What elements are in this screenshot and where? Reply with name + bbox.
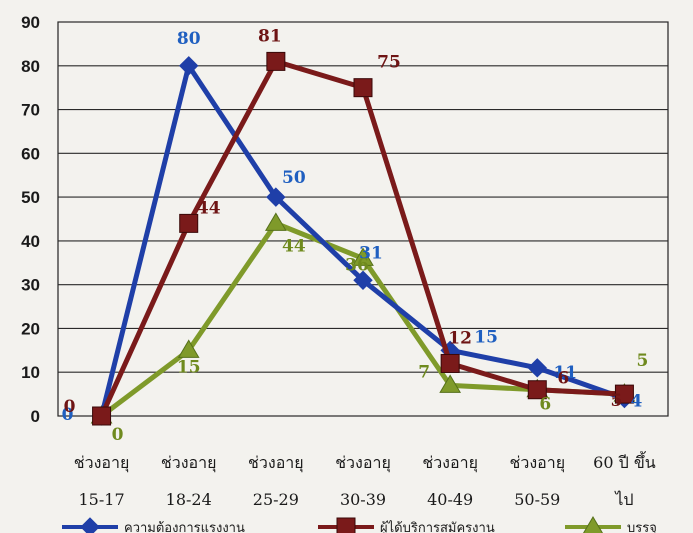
series-1-point-6 (614, 384, 634, 404)
legend-label-0: ความต้องการแรงงาน (124, 521, 245, 533)
series-2-data-label-4: 7 (418, 362, 430, 382)
series-1-point-5 (527, 380, 547, 400)
y-tick-label-50: 50 (21, 188, 40, 207)
series-2-data-label-0: 0 (112, 425, 124, 445)
legend-label-1: ผู้ได้บริการสมัครงาน (380, 520, 495, 533)
series-0-data-label-1: 80 (177, 29, 201, 49)
series-2-data-label-6: 5 (637, 351, 649, 371)
series-1-data-label-1: 44 (197, 198, 221, 218)
series-0-data-label-0: 0 (62, 405, 74, 425)
x-tick-label-3-line2: 30-39 (340, 490, 386, 509)
series-2-point-4 (439, 374, 462, 393)
y-tick-label-60: 60 (21, 144, 40, 163)
legend-marker-1 (336, 517, 356, 533)
x-tick-label-6-line2: ไป (613, 490, 633, 509)
y-tick-label-20: 20 (21, 319, 40, 338)
series-0-point-5 (527, 358, 547, 378)
y-tick-label-70: 70 (21, 101, 40, 120)
legend-marker-0 (80, 517, 100, 533)
x-tick-label-0-line2: 15-17 (79, 490, 125, 509)
series-2-point-3 (352, 247, 374, 266)
series-2-data-label-5: 6 (539, 395, 551, 415)
series-2-data-label-2: 44 (282, 236, 306, 256)
series-1-data-label-2: 81 (258, 26, 282, 46)
x-tick-label-1-line2: 18-24 (166, 490, 212, 509)
x-tick-label-6-line1: 60 ปี ขึ้น (593, 451, 656, 472)
series-0-data-label-6: 4 (631, 391, 643, 411)
legend-label-2: บรรจุ (627, 521, 657, 533)
x-tick-label-2-line1: ช่วงอายุ (248, 453, 304, 473)
y-tick-label-40: 40 (21, 232, 40, 251)
x-tick-label-4-line2: 40-49 (427, 490, 473, 509)
series-0-data-label-5: 11 (553, 363, 577, 383)
y-tick-label-80: 80 (21, 57, 40, 76)
series-1-data-label-0: 0 (64, 397, 76, 417)
x-tick-label-0-line1: ช่วงอายุ (74, 453, 130, 473)
x-tick-label-2-line2: 25-29 (253, 490, 299, 509)
y-tick-label-30: 30 (21, 276, 40, 295)
series-1-point-0 (92, 406, 112, 426)
legend-marker-2 (583, 516, 603, 533)
series-1-data-label-5: 6 (557, 369, 569, 389)
x-tick-label-4-line1: ช่วงอายุ (422, 453, 478, 473)
series-1-point-1 (179, 213, 199, 233)
series-1-data-label-3: 75 (377, 53, 401, 73)
y-tick-label-0: 0 (31, 407, 40, 426)
series-0-point-3 (353, 270, 373, 290)
x-tick-label-3-line1: ช่วงอายุ (335, 453, 391, 473)
series-2-point-2 (264, 212, 287, 231)
series-2-data-label-3: 36 (345, 255, 369, 275)
series-0-data-label-4: 15 (474, 327, 498, 347)
series-1-data-label-6: 5 (611, 391, 623, 411)
series-2-point-1 (177, 339, 200, 358)
series-0-data-label-3: 31 (359, 243, 383, 263)
series-1-point-3 (353, 78, 373, 98)
series-0-data-label-2: 50 (282, 168, 306, 188)
series-2-data-label-1: 15 (177, 357, 201, 377)
series-1-point-4 (440, 353, 460, 373)
y-tick-label-10: 10 (21, 363, 40, 382)
series-1-data-label-4: 12 (448, 328, 472, 348)
x-tick-label-5-line2: 50-59 (514, 490, 560, 509)
x-tick-label-5-line1: ช่วงอายุ (509, 453, 565, 473)
series-0-point-1 (179, 56, 199, 76)
series-0-point-2 (266, 187, 286, 207)
series-1-point-2 (266, 51, 286, 71)
y-tick-label-90: 90 (21, 13, 40, 32)
x-tick-label-1-line1: ช่วงอายุ (161, 453, 217, 473)
